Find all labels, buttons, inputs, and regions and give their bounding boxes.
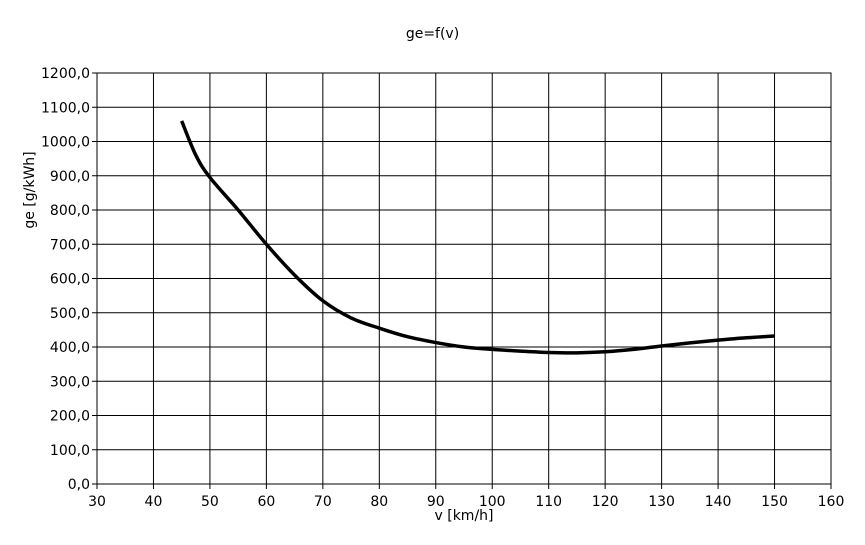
x-tick-label: 60 — [257, 494, 275, 510]
y-tick-label: 1200,0 — [41, 66, 90, 82]
y-tick-label: 1100,0 — [41, 100, 90, 116]
plot-frame — [96, 72, 832, 485]
x-tick-label: 50 — [201, 494, 219, 510]
x-tick-label: 130 — [648, 494, 675, 510]
x-tick-label: 140 — [705, 494, 732, 510]
grid — [92, 72, 832, 489]
y-tick-label: 500,0 — [50, 306, 90, 322]
y-tick-label: 600,0 — [50, 272, 90, 288]
y-tick-label: 0,0 — [68, 477, 90, 493]
chart-title: ge=f(v) — [405, 26, 460, 42]
x-tick-label: 30 — [88, 494, 106, 510]
x-tick-label: 120 — [592, 494, 619, 510]
x-tick-label: 160 — [818, 494, 845, 510]
y-tick-label: 200,0 — [50, 409, 90, 425]
y-tick-label: 1000,0 — [41, 135, 90, 151]
x-tick-label: 150 — [761, 494, 788, 510]
y-tick-label: 800,0 — [50, 203, 90, 219]
series-layer — [180, 120, 775, 355]
x-tick-label: 100 — [479, 494, 506, 510]
tick-labels: 30 40 50 60 70 80 90 100 110 120 130 140 150 160 0,0 10… — [41, 66, 844, 510]
y-tick-label: 300,0 — [50, 374, 90, 390]
x-tick-label: 80 — [370, 494, 388, 510]
y-tick-label: 100,0 — [50, 443, 90, 459]
y-tick-label: 700,0 — [50, 237, 90, 253]
x-axis-label: v [km/h] — [434, 508, 494, 524]
series-line — [180, 120, 775, 355]
x-tick-label: 110 — [535, 494, 562, 510]
x-tick-label: 90 — [427, 494, 445, 510]
y-tick-label: 900,0 — [50, 169, 90, 185]
x-tick-label: 40 — [145, 494, 163, 510]
x-tick-label: 70 — [314, 494, 332, 510]
y-tick-label: 400,0 — [50, 340, 90, 356]
